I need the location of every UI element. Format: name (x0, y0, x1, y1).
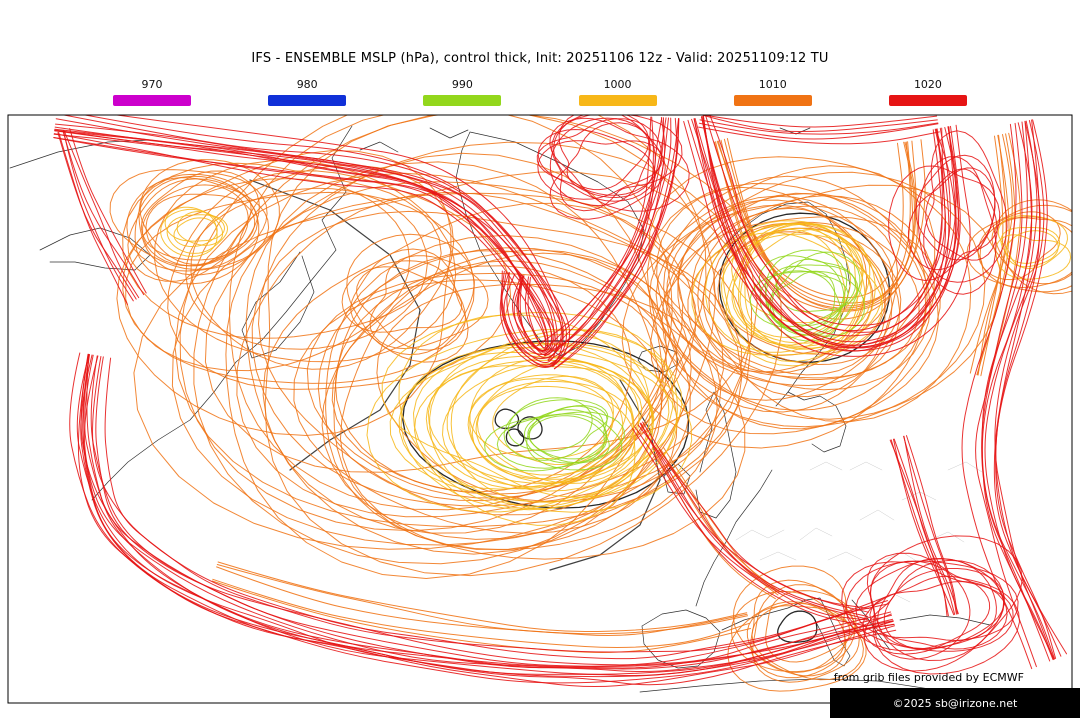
legend-item-label: 1010 (758, 78, 787, 91)
legend-item-label: 990 (451, 78, 473, 91)
data-source-credit: from grib files provided by ECMWF (833, 671, 1024, 684)
legend-color-bar (733, 95, 812, 106)
legend-item-label: 980 (296, 78, 318, 91)
map-frame (7, 114, 1073, 704)
copyright-bar: ©2025 sb@irizone.net (830, 688, 1080, 718)
legend-item-970: 970 (112, 78, 192, 106)
legend-color-bar (578, 95, 657, 106)
legend-item-990: 990 (422, 78, 502, 106)
legend-item-1020: 1020 (888, 78, 968, 106)
map-layers (9, 115, 1072, 693)
legend-color-bar (423, 95, 502, 106)
legend-item-label: 1000 (603, 78, 632, 91)
pressure-legend: 970 980 990 1000 1010 1020 (0, 78, 1080, 106)
legend-item-1010: 1010 (733, 78, 813, 106)
legend-item-label: 970 (141, 78, 163, 91)
legend-color-bar (268, 95, 347, 106)
legend-color-bar (888, 95, 967, 106)
legend-item-label: 1020 (913, 78, 942, 91)
legend-item-1000: 1000 (578, 78, 658, 106)
contour-group-1020 (53, 115, 1067, 687)
copyright-text: ©2025 sb@irizone.net (892, 696, 1018, 710)
legend-color-bar (113, 95, 191, 106)
legend-item-980: 980 (267, 78, 347, 106)
chart-title: IFS - ENSEMBLE MSLP (hPa), control thick… (251, 51, 829, 66)
